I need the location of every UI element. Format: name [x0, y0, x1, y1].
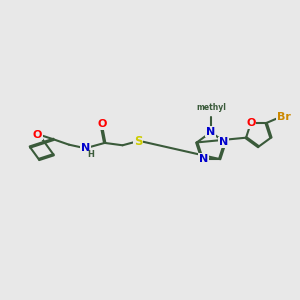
Text: H: H — [87, 150, 94, 159]
Text: N: N — [81, 143, 90, 153]
Text: N: N — [206, 127, 216, 136]
Text: O: O — [246, 118, 256, 128]
Text: O: O — [97, 119, 106, 129]
Text: O: O — [33, 130, 42, 140]
Text: Br: Br — [277, 112, 291, 122]
Text: N: N — [200, 154, 208, 164]
Text: S: S — [134, 135, 142, 148]
Text: N: N — [219, 137, 228, 147]
Text: methyl: methyl — [196, 103, 226, 112]
